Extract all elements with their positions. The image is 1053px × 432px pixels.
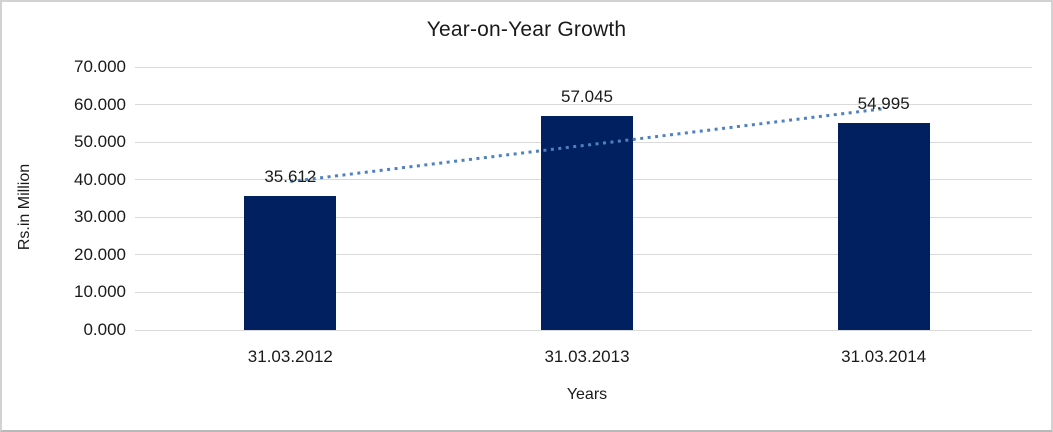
x-axis-title: Years xyxy=(566,386,608,403)
x-tick-label: 31.03.2013 xyxy=(544,347,630,366)
bar xyxy=(837,123,930,330)
y-tick-label: 70.000 xyxy=(74,57,126,76)
y-tick-label: 40.000 xyxy=(74,169,126,189)
bar xyxy=(541,115,633,330)
x-tick-label: 31.03.2012 xyxy=(247,347,333,366)
bar-data-label: 54.995 xyxy=(857,94,910,114)
bar xyxy=(244,196,337,330)
y-tick-label: 30.000 xyxy=(74,207,126,227)
x-tick-label: 31.03.2014 xyxy=(841,347,927,366)
bar-data-label: 57.045 xyxy=(561,86,613,106)
y-tick-label: 20.000 xyxy=(74,244,126,264)
y-axis-title: Rs.in Million xyxy=(16,163,33,251)
y-tick-label: 60.000 xyxy=(74,94,126,114)
gridline xyxy=(135,66,1032,68)
y-tick-label: 50.000 xyxy=(74,132,126,152)
chart-title: Year-on-Year Growth xyxy=(426,18,627,41)
y-tick-label: 10.000 xyxy=(74,282,126,302)
gridline xyxy=(135,104,1032,106)
gridline xyxy=(135,329,1032,331)
y-tick-label: 0.000 xyxy=(83,320,126,339)
bar-data-label: 35.612 xyxy=(264,167,317,187)
